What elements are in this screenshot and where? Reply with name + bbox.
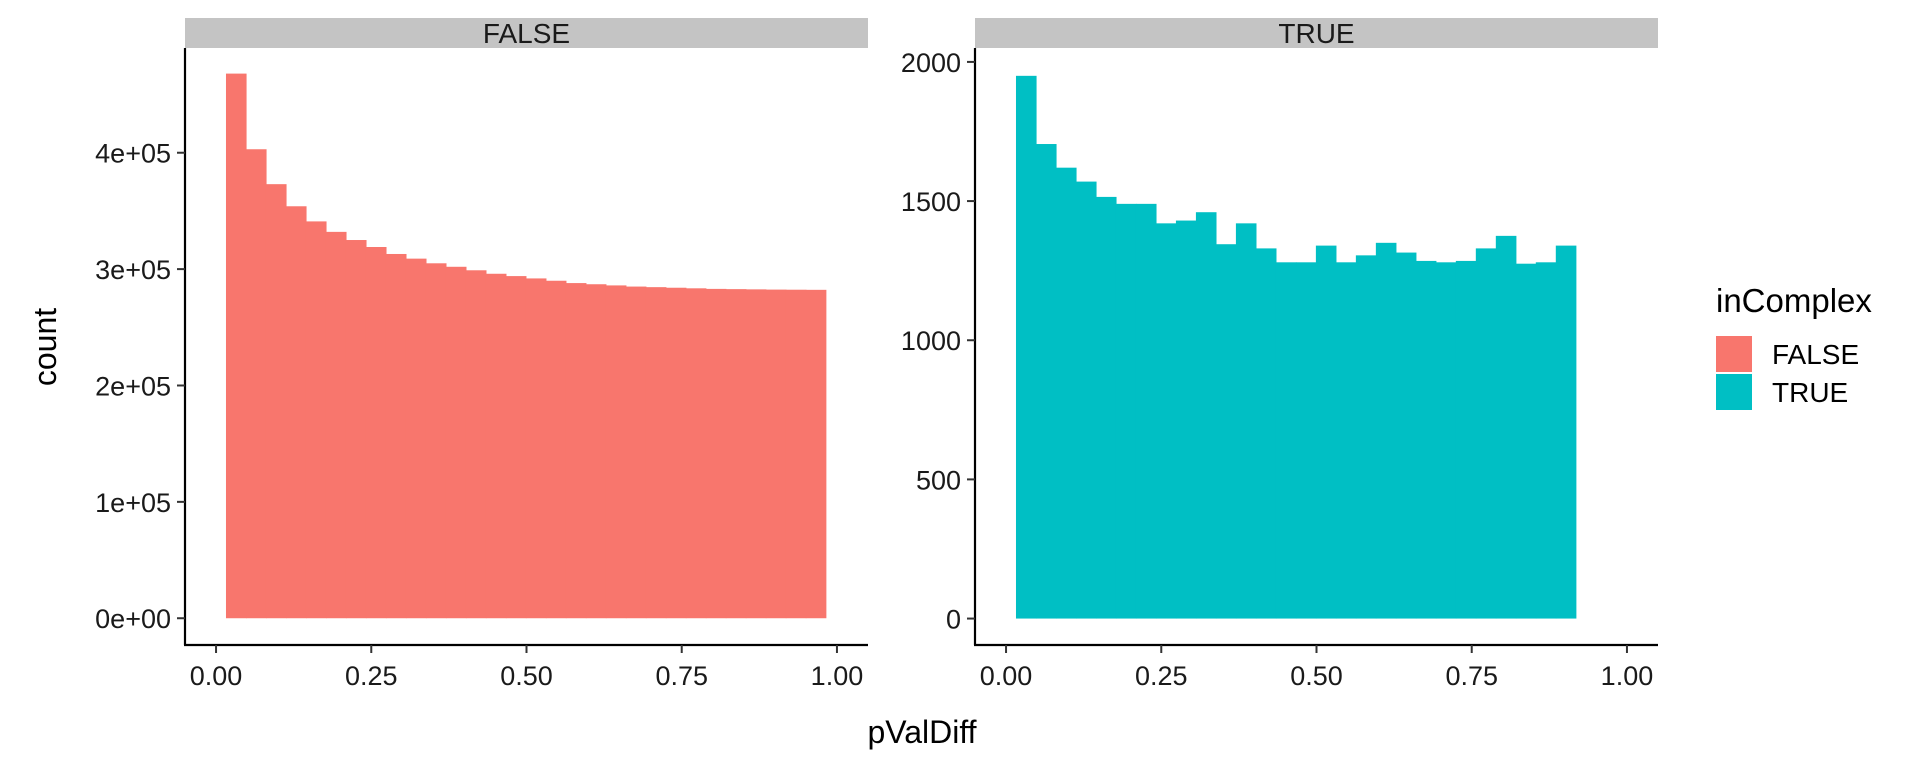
histogram-bar: [1155, 223, 1177, 619]
histogram-bar: [1195, 212, 1217, 619]
y-tick-label: 1500: [901, 187, 961, 217]
facet-strip-label: TRUE: [1278, 18, 1354, 49]
histogram-bar: [1255, 248, 1277, 619]
x-tick-label: 0.00: [190, 661, 243, 691]
histogram-bar: [1495, 235, 1517, 619]
histogram-bar: [1555, 245, 1577, 619]
x-tick-label: 0.75: [655, 661, 708, 691]
histogram-bar: [1355, 255, 1377, 619]
histogram-bar: [405, 258, 427, 619]
histogram-bar: [325, 231, 347, 619]
histogram-bar: [1375, 242, 1397, 619]
histogram-bar: [445, 266, 467, 619]
histogram-bar: [805, 289, 827, 619]
histogram-bar: [385, 253, 407, 619]
histogram-bar: [725, 289, 747, 619]
legend-swatch-false: [1716, 336, 1752, 372]
x-tick-label: 0.50: [1290, 661, 1343, 691]
histogram-bar: [425, 263, 447, 619]
histogram-bar: [605, 285, 627, 619]
histogram-bar: [1055, 167, 1077, 619]
histogram-bar: [525, 278, 547, 619]
histogram-bar: [685, 288, 707, 619]
histogram-bar: [1275, 262, 1297, 619]
histogram-bar: [705, 288, 727, 619]
histogram-bar: [1235, 223, 1257, 619]
histogram-bar: [1475, 248, 1497, 619]
x-tick-label: 0.25: [345, 661, 398, 691]
histogram-bar: [645, 287, 667, 619]
facet-panels: FALSE 0e+00 1e+05 2e+05 3e+05 4e+05 0.00 0.25 0.…: [95, 18, 1658, 691]
histogram-bar: [1035, 144, 1057, 619]
x-tick-label: 1.00: [1601, 661, 1654, 691]
y-axis-title: count: [27, 308, 63, 386]
histogram-bar: [345, 240, 367, 619]
y-tick-label: 4e+05: [95, 139, 171, 169]
histogram-bar: [465, 270, 487, 619]
histogram-bar: [545, 280, 567, 619]
facet-strip: [185, 18, 868, 48]
histogram-bar: [785, 289, 807, 619]
histogram-bar: [1435, 262, 1457, 619]
y-tick-label: 1e+05: [95, 488, 171, 518]
histogram-bar: [765, 289, 787, 619]
histogram-bar: [225, 73, 247, 619]
histogram-bar: [1075, 181, 1097, 619]
x-tick-label: 1.00: [811, 661, 864, 691]
histogram-bar: [305, 221, 327, 619]
y-tick-label: 1000: [901, 326, 961, 356]
x-tick-label: 0.50: [500, 661, 553, 691]
legend-label-false: FALSE: [1772, 339, 1859, 370]
legend: inComplex FALSE TRUE: [1716, 282, 1872, 410]
x-tick-label: 0.25: [1135, 661, 1188, 691]
histogram-bar: [1295, 262, 1317, 619]
histogram-bar: [565, 283, 587, 619]
facet-strip-label: FALSE: [483, 18, 570, 49]
x-tick-label: 0.75: [1445, 661, 1498, 691]
facet-strip: [975, 18, 1658, 48]
histogram-bar: [1315, 245, 1337, 619]
histogram-bar: [1535, 262, 1557, 619]
histogram-bar: [665, 287, 687, 619]
legend-swatch-true: [1716, 374, 1752, 410]
facet-true: TRUE 0 500 1000 1500 2000 0.00 0.25 0.50 0.75 1.00: [901, 18, 1658, 691]
facet-false: FALSE 0e+00 1e+05 2e+05 3e+05 4e+05 0.00 0.25 0.…: [95, 18, 868, 691]
histogram-bar: [1095, 196, 1117, 619]
y-tick-label: 2e+05: [95, 371, 171, 401]
histogram-bar: [285, 206, 307, 619]
y-tick-label: 500: [916, 465, 961, 495]
histogram-bar: [1455, 260, 1477, 619]
histogram-bar: [1135, 203, 1157, 619]
legend-label-true: TRUE: [1772, 377, 1848, 408]
histogram-bar: [245, 149, 267, 619]
histogram-bar: [1335, 262, 1357, 619]
histogram-bar: [625, 286, 647, 619]
histogram-bar: [1395, 252, 1417, 619]
y-tick-label: 0e+00: [95, 604, 171, 634]
x-tick-label: 0.00: [980, 661, 1033, 691]
histogram-bar: [265, 184, 287, 619]
histogram-bar: [1215, 244, 1237, 619]
histogram-bar: [1115, 203, 1137, 619]
legend-title: inComplex: [1716, 282, 1872, 319]
histogram-bar: [365, 247, 387, 619]
histogram-bar: [585, 284, 607, 619]
histogram-bar: [505, 276, 527, 619]
histogram-bar: [485, 273, 507, 619]
histogram-bar: [745, 289, 767, 619]
histogram-bar: [1175, 220, 1197, 619]
y-tick-label: 2000: [901, 48, 961, 78]
y-tick-label: 0: [946, 605, 961, 635]
histogram-bar: [1515, 263, 1537, 619]
y-tick-label: 3e+05: [95, 255, 171, 285]
x-axis-title: pValDiff: [867, 714, 976, 750]
histogram-bar: [1415, 260, 1437, 619]
histogram-bar: [1015, 75, 1037, 619]
